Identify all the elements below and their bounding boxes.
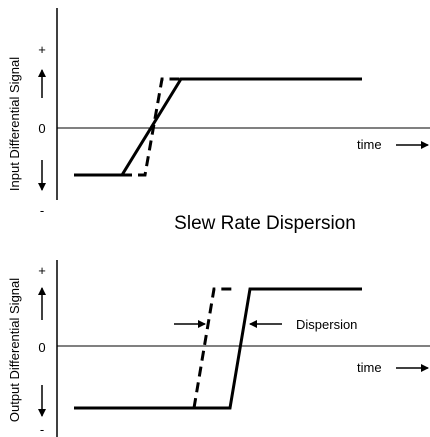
top-y-axis-label: Input Differential Signal (7, 57, 22, 191)
bottom-minus-marker: - (40, 422, 44, 437)
top-plus-marker: + (38, 42, 46, 57)
top-dashed-signal (122, 77, 181, 177)
bottom-zero-marker: 0 (38, 340, 45, 355)
dispersion-label: Dispersion (296, 317, 357, 332)
bottom-solid-signal (74, 287, 362, 410)
bottom-dashed-signal (192, 287, 232, 409)
top-minus-marker: - (40, 203, 44, 218)
top-solid-signal (74, 77, 362, 177)
top-panel: Input Differential Signal + 0 - time (7, 8, 430, 218)
bottom-time-label: time (357, 360, 382, 375)
bottom-plus-marker: + (38, 263, 46, 278)
diagram-title: Slew Rate Dispersion (174, 213, 356, 234)
top-zero-marker: 0 (38, 121, 45, 136)
bottom-y-axis-label: Output Differential Signal (7, 278, 22, 422)
top-time-label: time (357, 137, 382, 152)
bottom-panel: Output Differential Signal + 0 - Dispers… (7, 260, 430, 437)
